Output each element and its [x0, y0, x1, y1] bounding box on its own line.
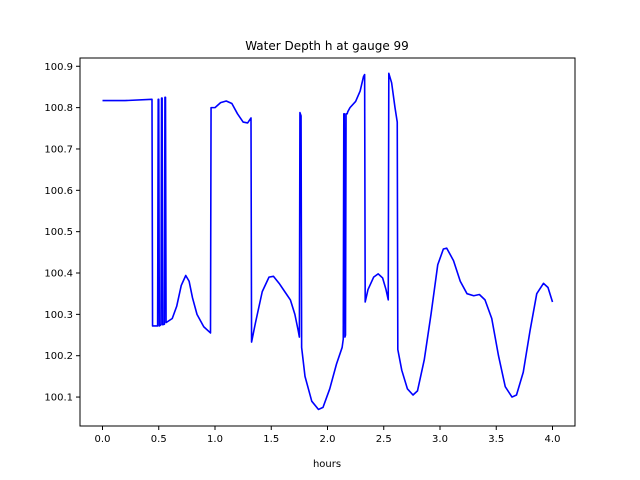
x-tick-label: 1.0: [207, 434, 223, 445]
y-axis-ticks: 100.1 100.2 100.3 100.4 100.5 100.6 100.7 100.8…: [44, 62, 80, 404]
x-axis-label: hours: [313, 459, 341, 470]
x-tick-label: 2.0: [320, 434, 336, 445]
y-tick-label: 100.3: [44, 310, 73, 321]
y-tick-label: 100.2: [44, 351, 73, 362]
y-tick-label: 100.8: [44, 103, 73, 114]
x-tick-label: 4.0: [545, 434, 561, 445]
y-tick-label: 100.1: [44, 393, 73, 404]
series-line: [102, 72, 554, 411]
x-tick-label: 0.0: [95, 434, 111, 445]
y-tick-label: 100.5: [44, 227, 73, 238]
y-tick-label: 100.7: [44, 144, 73, 155]
y-tick-label: 100.9: [44, 62, 73, 73]
x-axis-ticks: 0.0 0.5 1.0 1.5 2.0 2.5 3.0 3.5 4.0: [95, 426, 561, 445]
plot-area: [102, 72, 554, 411]
axes-frame: [79, 57, 576, 427]
y-tick-label: 100.4: [44, 269, 73, 280]
x-tick-label: 1.5: [263, 434, 279, 445]
x-tick-label: 0.5: [151, 434, 167, 445]
x-tick-label: 2.5: [376, 434, 392, 445]
x-tick-label: 3.5: [488, 434, 504, 445]
y-tick-label: 100.6: [44, 186, 73, 197]
x-tick-label: 3.0: [432, 434, 448, 445]
chart-title: Water Depth h at gauge 99: [245, 39, 409, 53]
